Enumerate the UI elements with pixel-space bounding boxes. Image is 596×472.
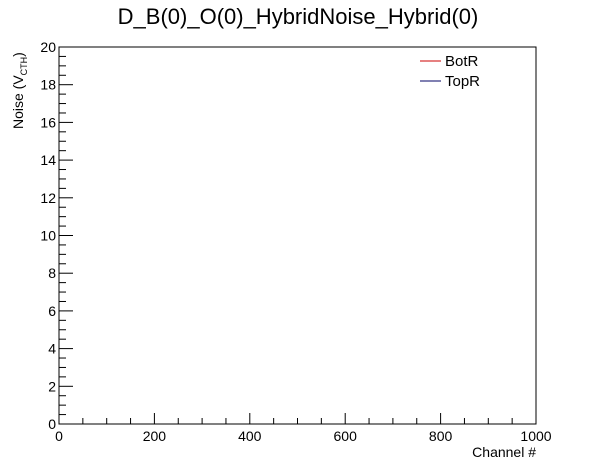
legend-label: TopR xyxy=(445,73,480,90)
y-axis-label: Noise (VCTH) xyxy=(10,52,29,129)
y-axis-ticks xyxy=(59,46,73,425)
y-tick-label: 16 xyxy=(40,114,56,130)
x-axis-tick-labels: 0 200 400 600 800 1000 xyxy=(55,428,552,444)
x-tick-label: 200 xyxy=(143,428,167,444)
y-axis-label-main: Noise (V xyxy=(10,75,26,129)
y-tick-label: 4 xyxy=(48,341,56,357)
chart-title: D_B(0)_O(0)_HybridNoise_Hybrid(0) xyxy=(118,4,479,29)
svg-text:Noise (VCTH): Noise (VCTH) xyxy=(10,52,29,129)
y-tick-label: 14 xyxy=(40,152,56,168)
y-tick-label: 10 xyxy=(40,228,56,244)
y-tick-label: 2 xyxy=(48,378,56,394)
y-tick-label: 8 xyxy=(48,265,56,281)
y-tick-label: 0 xyxy=(48,416,56,432)
y-tick-label: 12 xyxy=(40,190,56,206)
y-axis-label-close: ) xyxy=(10,52,26,57)
x-tick-label: 1000 xyxy=(520,428,551,444)
x-tick-label: 800 xyxy=(429,428,453,444)
x-axis-ticks xyxy=(58,413,537,424)
legend-label: BotR xyxy=(445,53,479,70)
x-tick-label: 0 xyxy=(55,428,63,444)
x-tick-label: 400 xyxy=(238,428,262,444)
x-axis-label: Channel # xyxy=(472,444,536,460)
legend: BotR TopR xyxy=(420,53,480,90)
plot-frame xyxy=(58,46,537,425)
y-axis-label-subscript: CTH xyxy=(19,57,29,76)
x-tick-label: 600 xyxy=(334,428,358,444)
y-axis-tick-labels: 0 2 4 6 8 10 12 14 16 18 20 xyxy=(40,39,56,432)
y-tick-label: 18 xyxy=(40,77,56,93)
y-tick-label: 6 xyxy=(48,303,56,319)
y-tick-label: 20 xyxy=(40,39,56,55)
